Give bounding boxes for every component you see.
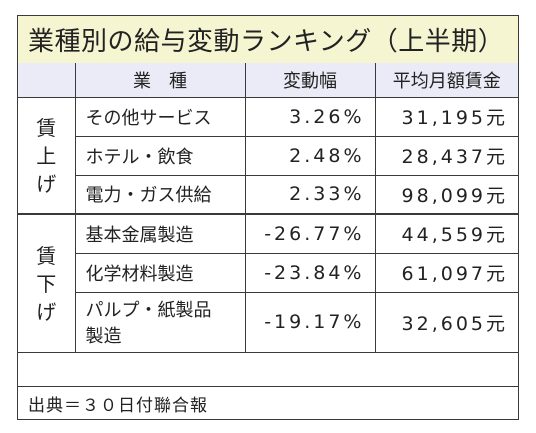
group-label-cut: 賃 下 げ: [18, 213, 76, 353]
industry-cell: 化学材料製造: [75, 252, 246, 293]
header-change: 変動幅: [244, 63, 376, 98]
change-cell: 3.26%: [244, 96, 376, 137]
change-cell: -26.77%: [244, 213, 376, 254]
industry-cell: 基本金属製造: [74, 213, 246, 254]
salary-cell: 98,099元: [374, 174, 518, 215]
salary-cell: 61,097元: [374, 252, 518, 293]
header-row: 業 種 変動幅 平均月額賃金: [18, 63, 518, 98]
change-cell: 2.33%: [244, 174, 376, 215]
ranking-table: 業 種 変動幅 平均月額賃金 賃 上 げ その他サービス 3.26% 31,19…: [18, 63, 518, 353]
table-title: 業種別の給与変動ランキング（上半期）: [18, 16, 518, 64]
table-row: 電力・ガス供給 2.33% 98,099元: [18, 174, 518, 215]
table-row: 賃 下 げ 基本金属製造 -26.77% 44,559元: [18, 213, 518, 353]
header-salary: 平均月額賃金: [374, 63, 518, 98]
header-corner-cell: [18, 63, 76, 98]
industry-cell: その他サービス: [74, 96, 246, 137]
industry-cell: パルプ・紙製品 製造: [75, 291, 246, 353]
header-industry: 業 種: [74, 63, 246, 98]
salary-cell: 32,605元: [374, 291, 518, 353]
industry-cell: 電力・ガス供給: [75, 174, 246, 215]
group-label-raise: 賃 上 げ: [18, 96, 76, 215]
table-row: 化学材料製造 -23.84% 61,097元: [18, 252, 518, 293]
table-row: 賃 上 げ その他サービス 3.26% 31,195元: [18, 96, 518, 215]
salary-cell: 31,195元: [374, 96, 518, 137]
table-row: パルプ・紙製品 製造 -19.17% 32,605元: [18, 291, 518, 353]
change-cell: 2.48%: [244, 135, 376, 176]
ranking-table-card: 業種別の給与変動ランキング（上半期） 業 種 変動幅 平均月額賃金 賃 上 げ …: [17, 15, 519, 420]
source-note: 出典＝３０日付聯合報: [18, 386, 518, 419]
salary-cell: 44,559元: [374, 213, 518, 254]
change-cell: -19.17%: [244, 291, 376, 353]
industry-cell: ホテル・飲食: [75, 135, 246, 176]
table-row: ホテル・飲食 2.48% 28,437元: [18, 135, 518, 176]
salary-cell: 28,437元: [374, 135, 518, 176]
change-cell: -23.84%: [244, 252, 376, 293]
